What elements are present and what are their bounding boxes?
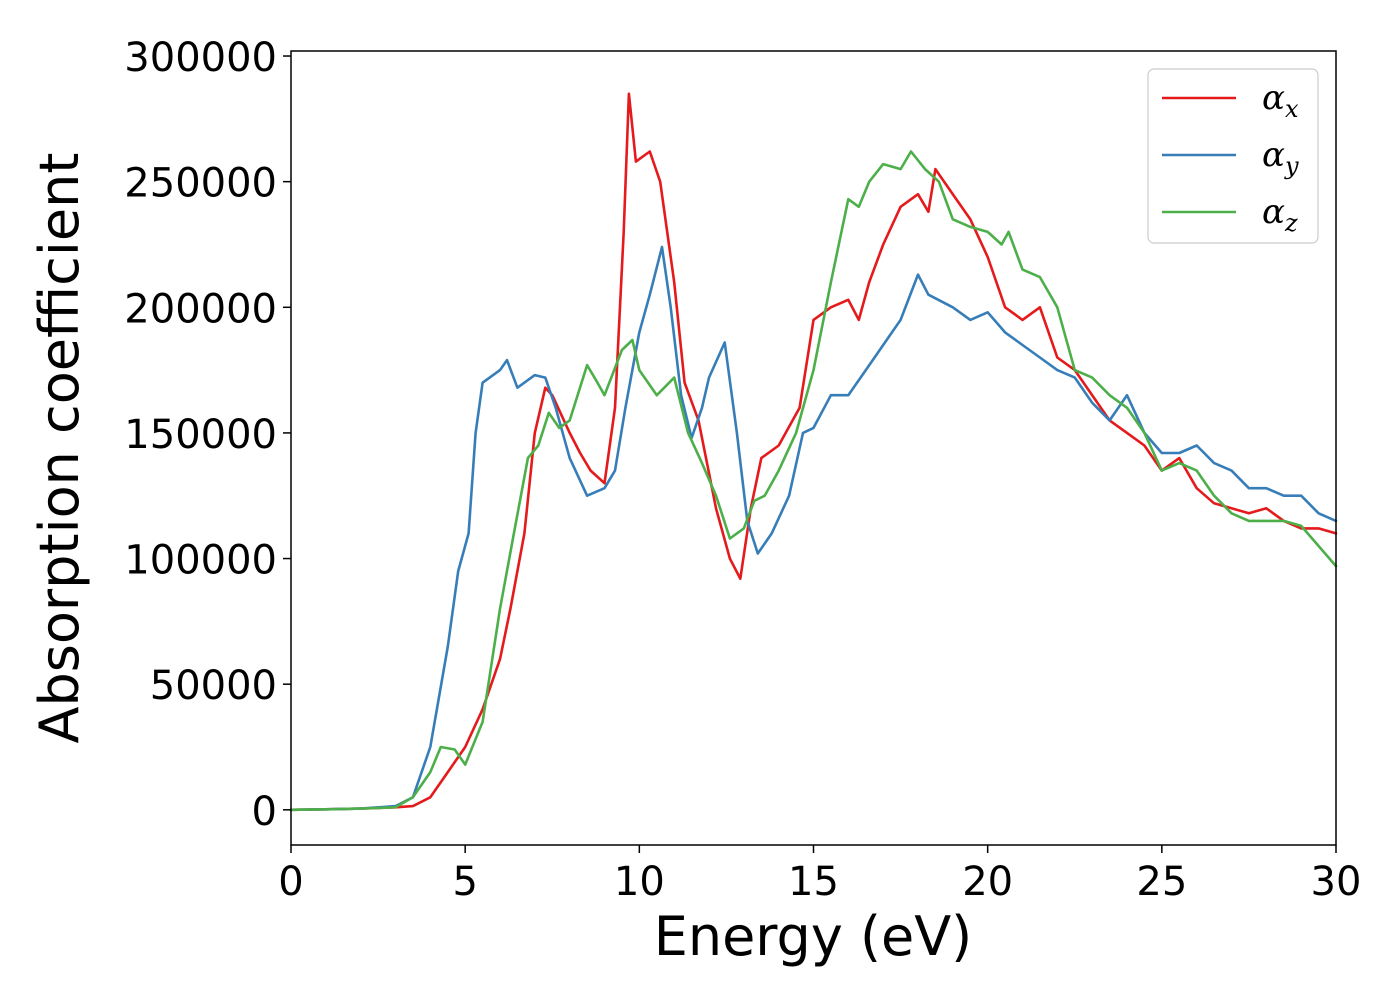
x-tick-label: 5: [452, 859, 477, 905]
y-tick-label: 150000: [124, 412, 277, 458]
legend-label-alpha-x: αx: [1262, 78, 1299, 123]
x-tick-label: 25: [1136, 859, 1187, 905]
series-lines: [289, 92, 1338, 812]
x-axis-ticks: 0 5 10 15 20 25 30: [278, 845, 1361, 905]
x-tick-label: 20: [962, 859, 1013, 905]
legend: αx αy αz: [1147, 68, 1319, 244]
x-axis-title: Energy (eV): [654, 905, 973, 968]
x-tick-label: 30: [1311, 859, 1362, 905]
series-line-alpha-z: [289, 150, 1338, 812]
legend-label-alpha-y: αy: [1262, 135, 1299, 180]
x-tick-label: 0: [278, 859, 303, 905]
x-tick-label: 15: [788, 859, 839, 905]
y-tick-label: 200000: [124, 286, 277, 332]
y-axis-title: Absorption coefficient: [28, 153, 91, 744]
legend-label-alpha-z: αz: [1262, 192, 1298, 237]
y-tick-label: 100000: [124, 538, 277, 584]
y-tick-label: 50000: [150, 663, 277, 709]
y-axis-ticks: 0 50000 100000 150000 200000 250000 300000: [124, 35, 291, 835]
y-tick-label: 0: [252, 789, 277, 835]
y-tick-label: 250000: [124, 161, 277, 207]
series-line-alpha-x: [289, 92, 1338, 812]
series-line-alpha-y: [289, 245, 1338, 812]
y-tick-label: 300000: [124, 35, 277, 81]
x-tick-label: 10: [614, 859, 665, 905]
